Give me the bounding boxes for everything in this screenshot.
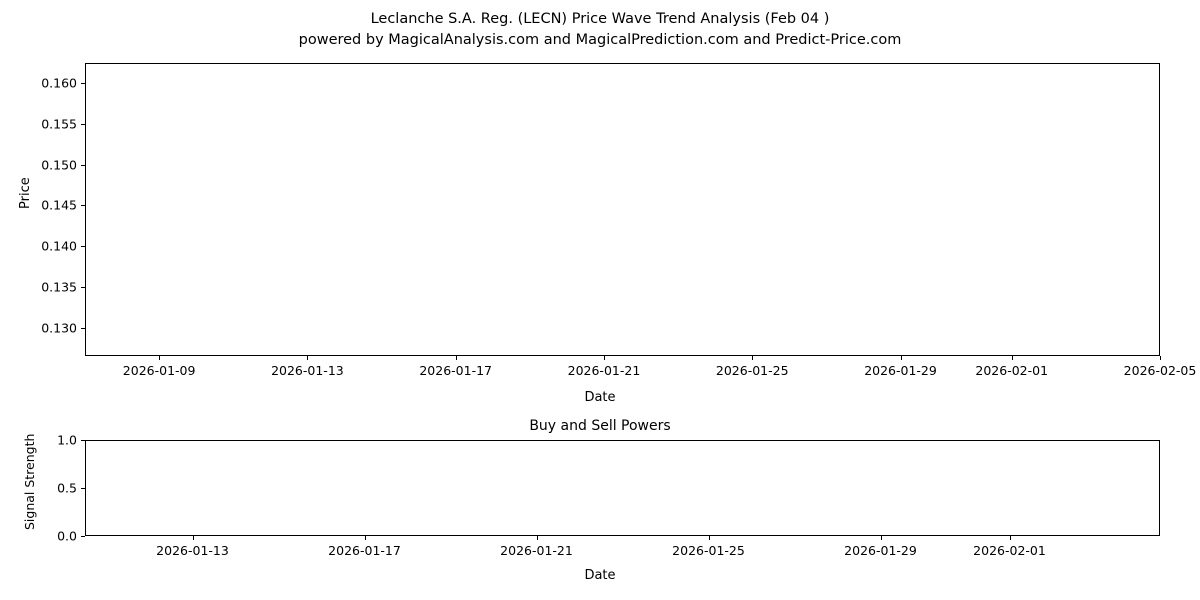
price-y-tick-label: 0.150: [41, 157, 77, 173]
signal-chart-panel: MagicalAnalysis.comMagicalPrediction.com…: [57, 433, 1160, 558]
price-x-tick-label: 2026-02-05: [1123, 363, 1197, 378]
price-x-tick: [752, 356, 754, 360]
signal-x-tick-label: 2026-01-13: [156, 543, 229, 558]
signal-y-tick: [81, 488, 85, 489]
signal-x-tick: [1009, 536, 1011, 540]
price-y-tick: [81, 286, 85, 288]
signal-x-tick: [880, 536, 882, 540]
signal-x-tick: [192, 536, 194, 540]
price-x-tick: [1160, 356, 1161, 360]
signal-x-tick-label: 2026-02-01: [973, 543, 1046, 558]
signal-x-tick-label: 2026-01-17: [328, 543, 401, 558]
signal-y-tick: [81, 536, 85, 537]
price-x-tick: [307, 356, 309, 360]
signal-y-tick-label: 1.0: [57, 432, 77, 448]
price-y-tick-label: 0.160: [41, 75, 77, 91]
price-x-tick: [455, 356, 457, 360]
signal-axis-y-label: Signal Strength: [22, 433, 37, 530]
price-x-tick: [603, 356, 605, 360]
price-x-tick-label: 2026-01-29: [864, 363, 937, 378]
price-y-tick-label: 0.140: [41, 238, 77, 254]
price-x-tick-label: 2026-01-09: [122, 363, 196, 378]
chart-title-line-2: powered by MagicalAnalysis.com and Magic…: [298, 32, 902, 48]
price-y-tick: [81, 205, 85, 207]
price-x-tick-label: 2026-01-25: [715, 363, 789, 378]
signal-x-tick: [364, 536, 366, 540]
price-x-tick: [159, 356, 161, 360]
price-y-tick: [81, 83, 85, 85]
chart-title-block: Leclanche S.A. Reg. (LECN) Price Wave Tr…: [0, 9, 1200, 51]
price-x-tick-label: 2026-01-17: [419, 363, 493, 378]
price-x-tick-label: 2026-01-13: [271, 363, 344, 378]
signal-plot-frame: [85, 440, 1160, 536]
signal-x-tick: [536, 536, 538, 540]
price-y-tick-label: 0.135: [41, 279, 77, 295]
price-y-tick: [81, 124, 85, 126]
signal-x-tick: [708, 536, 710, 540]
price-y-tick-label: 0.155: [41, 116, 77, 132]
price-plot-frame: [85, 63, 1160, 356]
signal-chart-title: Buy and Sell Powers: [529, 418, 671, 434]
price-x-tick-label: 2026-01-21: [567, 363, 641, 378]
price-y-tick: [81, 327, 85, 329]
price-x-tick: [900, 356, 902, 360]
signal-y-tick-label: 0.5: [57, 480, 77, 496]
price-x-tick: [1011, 356, 1013, 360]
signal-x-tick-label: 2026-01-29: [844, 543, 917, 558]
price-y-tick-label: 0.130: [41, 320, 77, 335]
signal-axis-x-label: Date: [584, 568, 616, 583]
signal-x-tick-label: 2026-01-25: [672, 543, 745, 558]
price-x-tick-label: 2026-02-01: [975, 363, 1049, 378]
signal-y-tick-label: 0.0: [57, 528, 77, 544]
price-axis-y-label: Price: [18, 177, 33, 209]
signal-y-tick: [81, 440, 85, 441]
price-y-tick: [81, 164, 85, 166]
signal-x-tick-label: 2026-01-21: [500, 543, 573, 558]
price-axis-x-label: Date: [584, 390, 616, 405]
price-y-tick: [81, 246, 85, 248]
price-chart-panel: MagicalAnalysis.comMagicalPrediction.com…: [41, 63, 1196, 378]
price-y-tick-label: 0.145: [41, 197, 77, 213]
chart-title-line-1: Leclanche S.A. Reg. (LECN) Price Wave Tr…: [370, 11, 830, 27]
